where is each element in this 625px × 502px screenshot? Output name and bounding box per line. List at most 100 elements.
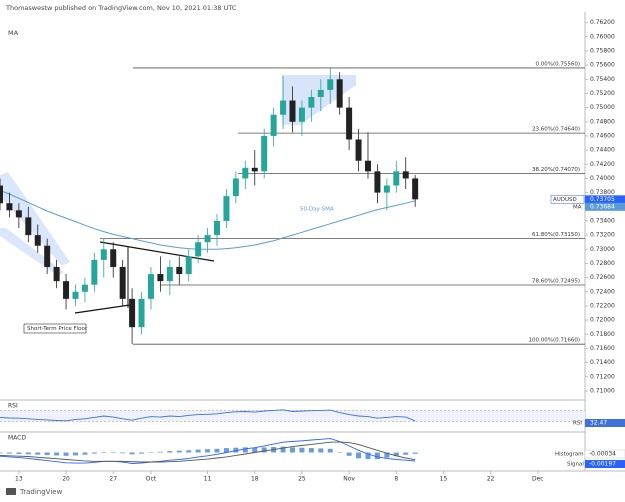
histogram-bar xyxy=(365,452,371,460)
candle-body xyxy=(336,79,343,108)
candle-body xyxy=(129,298,136,328)
candle-body xyxy=(317,89,324,97)
y-tick-label: 0.73000 xyxy=(590,246,615,253)
candle-body xyxy=(147,274,154,299)
histogram-tag-name: Histogram xyxy=(555,452,584,458)
candle-body xyxy=(364,160,371,172)
y-tick-label: 0.71800 xyxy=(590,331,615,338)
candle-body xyxy=(63,281,70,299)
candle-body xyxy=(412,178,419,200)
histogram-bar xyxy=(54,452,60,456)
indicator-label: MA xyxy=(8,29,19,37)
candle-body xyxy=(195,242,202,257)
candle-body xyxy=(185,256,192,275)
x-tick-label: 27 xyxy=(109,476,117,483)
histogram-bar xyxy=(403,452,409,455)
histogram-bar xyxy=(139,452,145,454)
candle-body xyxy=(176,266,183,275)
fib-label: 38.20%(0.74070) xyxy=(532,167,580,173)
logo: TradingView xyxy=(19,488,63,496)
candle-body xyxy=(383,185,390,193)
y-tick-label: 0.72800 xyxy=(590,260,615,267)
rsi-tag: 32.47 xyxy=(590,420,607,427)
signal-tag-name: Signal xyxy=(567,462,584,468)
histogram-tag: -0.00034 xyxy=(589,451,616,458)
candle-body xyxy=(91,259,98,285)
histogram-bar xyxy=(280,446,286,453)
candle-body xyxy=(355,139,362,161)
rsi-band xyxy=(0,410,585,422)
x-tick-label: 18 xyxy=(251,476,259,483)
x-tick-label: 15 xyxy=(440,476,448,483)
y-tick-label: 0.71200 xyxy=(590,373,615,380)
x-tick-label: 20 xyxy=(62,476,70,483)
histogram-bar xyxy=(205,449,211,453)
candle-body xyxy=(166,266,173,282)
x-tick-label: Oct xyxy=(146,476,157,483)
candle-body xyxy=(327,79,334,90)
x-tick-label: 13 xyxy=(15,476,23,483)
histogram-bar xyxy=(308,448,314,453)
y-tick-label: 0.76200 xyxy=(590,19,615,26)
price-tag-bg xyxy=(550,195,585,204)
histogram-bar xyxy=(233,447,239,453)
y-tick-label: 0.72400 xyxy=(590,288,615,295)
candle-body xyxy=(346,107,353,140)
candle-body xyxy=(214,220,221,236)
y-tick-label: 0.74800 xyxy=(590,118,615,125)
y-tick-label: 0.74600 xyxy=(590,132,615,139)
y-tick-label: 0.71400 xyxy=(590,359,615,366)
histogram-bar xyxy=(252,447,258,453)
y-tick-label: 0.72000 xyxy=(590,317,615,324)
trend-line xyxy=(74,304,131,314)
logo-icon xyxy=(6,488,16,495)
fib-label: 23.60%(0.74640) xyxy=(532,127,580,133)
y-tick-label: 0.76000 xyxy=(590,33,615,40)
histogram-bar xyxy=(82,452,88,455)
histogram-bar xyxy=(223,448,229,453)
fib-label: 0.00%(0.75560) xyxy=(535,61,580,67)
y-tick-label: 0.73800 xyxy=(590,189,615,196)
x-tick-label: 22 xyxy=(487,476,495,483)
x-tick-label: 8 xyxy=(394,476,398,483)
y-tick-label: 0.72200 xyxy=(590,302,615,309)
annotation-box xyxy=(23,323,87,334)
macd-line xyxy=(0,438,416,464)
y-tick-label: 0.73200 xyxy=(590,232,615,239)
candle-body xyxy=(34,235,41,246)
fib-label: 78.60%(0.72495) xyxy=(532,279,580,285)
histogram-bar xyxy=(356,452,362,459)
candle-body xyxy=(402,171,409,179)
y-tick-label: 0.75000 xyxy=(590,104,615,111)
histogram-bar xyxy=(290,447,295,453)
candle-body xyxy=(53,266,60,282)
histogram-bar xyxy=(35,452,41,455)
candle-body xyxy=(81,284,88,292)
candle-body xyxy=(25,217,32,236)
sma-label: 50-Day SMA xyxy=(300,207,334,213)
histogram-tag-bg xyxy=(584,449,625,459)
y-tick-label: 0.72600 xyxy=(590,274,615,281)
histogram-bar xyxy=(63,452,69,456)
fib-label: 100.00%(0.71660) xyxy=(528,338,580,344)
candle-body xyxy=(72,291,79,299)
signal-tag: -0.00197 xyxy=(589,461,616,468)
x-tick-label: Dec xyxy=(532,476,544,483)
candle-body xyxy=(251,167,258,172)
histogram-bar xyxy=(16,452,22,454)
ma-tag-bg xyxy=(585,202,625,211)
histogram-bar xyxy=(327,448,333,453)
candle-body xyxy=(204,235,211,243)
histogram-bar xyxy=(176,450,182,453)
histogram-bar xyxy=(6,452,12,454)
byline: Thomaswestw published on TradingView.com… xyxy=(5,4,237,12)
rsi-tag-name: RSI xyxy=(573,421,582,427)
histogram-bar xyxy=(412,452,418,454)
histogram-bar xyxy=(129,452,135,455)
histogram-bar xyxy=(44,452,50,456)
ma-tag-name: MA xyxy=(573,204,582,210)
candle-body xyxy=(15,210,22,218)
ma-tag: 0.73684 xyxy=(590,203,615,210)
candle-body xyxy=(100,249,107,260)
